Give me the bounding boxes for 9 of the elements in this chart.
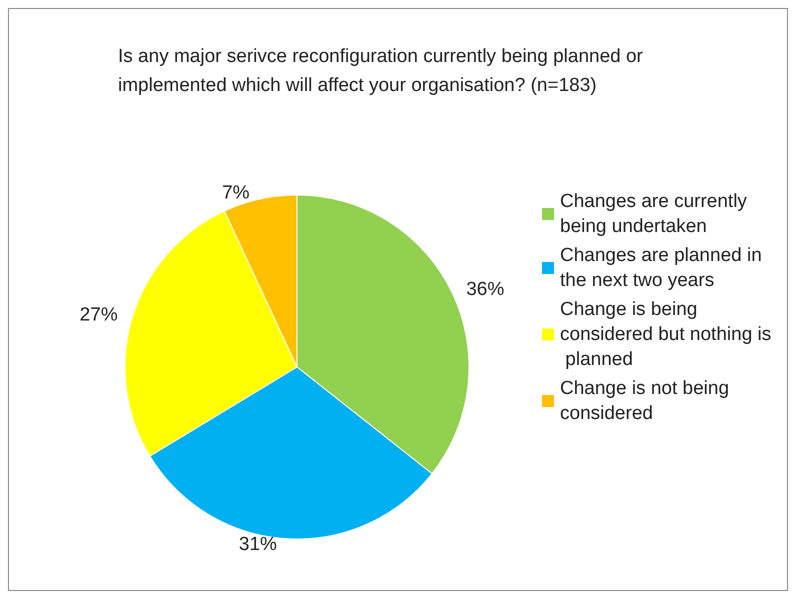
data-label: 27%: [80, 304, 118, 326]
legend-label: Changes are currently being undertaken: [560, 191, 752, 237]
data-label: 31%: [238, 534, 278, 556]
data-label: 36%: [466, 278, 504, 300]
data-label: 7%: [222, 182, 250, 204]
legend-label: Change is not being considered: [560, 378, 734, 424]
legend-label: Change is being considered but nothing is planned: [560, 299, 772, 370]
legend-label: Changes are planned in the next two years: [560, 245, 768, 291]
chart-title: Is any major serivce reconfiguration currently being planned or implemented which will affect your organisation? (n=183): [118, 46, 648, 96]
